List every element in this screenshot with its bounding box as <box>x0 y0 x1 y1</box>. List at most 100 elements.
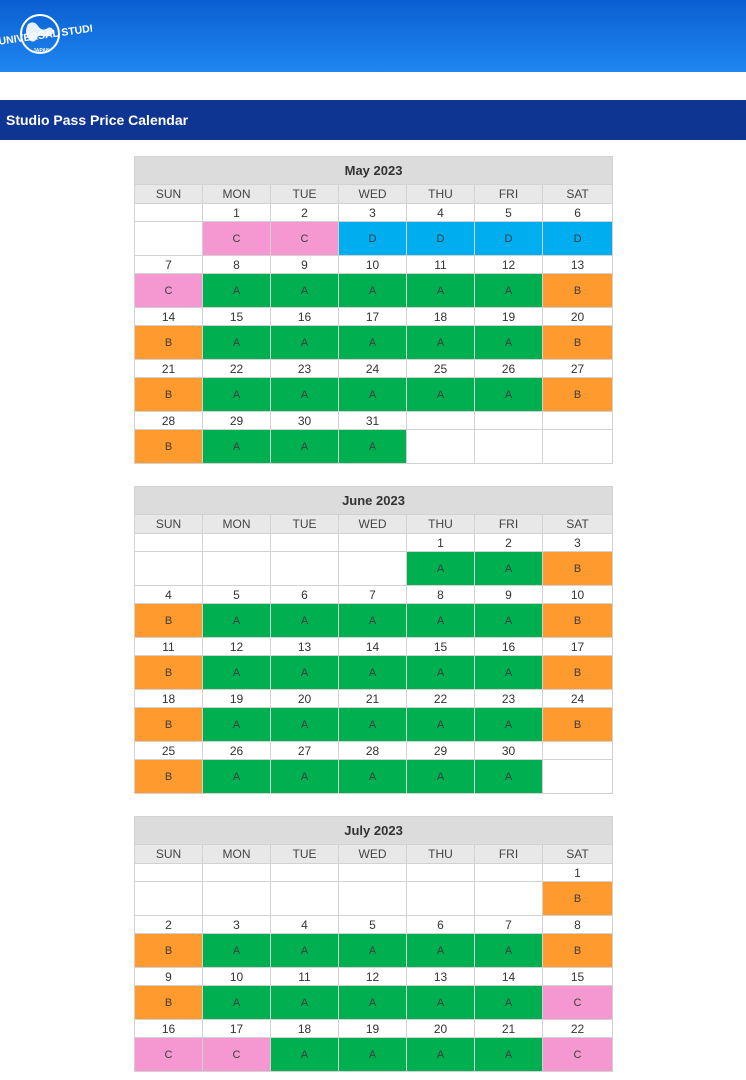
empty-price-cell <box>406 881 475 916</box>
empty-price-cell <box>134 221 203 256</box>
price-tier-cell[interactable]: A <box>270 325 339 360</box>
price-tier-cell[interactable]: A <box>406 759 475 794</box>
price-tier-cell[interactable]: A <box>474 377 543 412</box>
price-tier-cell[interactable]: A <box>406 325 475 360</box>
price-tier-cell[interactable]: A <box>270 985 339 1020</box>
day-number: 1 <box>202 203 271 222</box>
day-number: 10 <box>202 967 271 986</box>
price-tier-cell[interactable]: B <box>134 429 203 464</box>
price-tier-cell[interactable]: A <box>338 759 407 794</box>
price-tier-cell[interactable]: C <box>134 1037 203 1072</box>
price-tier-cell[interactable]: B <box>134 933 203 968</box>
price-tier-cell[interactable]: B <box>541 933 614 968</box>
price-tier-cell[interactable]: B <box>542 551 613 586</box>
price-tier-cell[interactable]: A <box>338 655 407 690</box>
price-tier-cell[interactable]: A <box>270 933 339 968</box>
price-tier-cell[interactable]: C <box>541 985 614 1020</box>
price-tier-cell[interactable]: A <box>406 603 475 638</box>
day-number: 29 <box>202 411 271 430</box>
price-tier-cell[interactable]: B <box>541 377 614 412</box>
empty-day-number <box>541 411 614 430</box>
day-number: 4 <box>134 585 203 604</box>
price-tier-cell[interactable]: A <box>474 273 543 308</box>
price-tier-cell[interactable]: A <box>202 655 271 690</box>
price-tier-cell[interactable]: A <box>406 655 475 690</box>
price-tier-cell[interactable]: C <box>202 221 271 256</box>
price-tier-cell[interactable]: A <box>202 429 271 464</box>
price-tier-cell[interactable]: B <box>134 377 203 412</box>
price-tier-cell[interactable]: A <box>202 985 271 1020</box>
price-tier-cell[interactable]: A <box>406 985 475 1020</box>
price-tier-cell[interactable]: B <box>134 759 203 794</box>
price-tier-cell[interactable]: A <box>338 325 407 360</box>
price-tier-cell[interactable]: A <box>202 603 271 638</box>
price-tier-cell[interactable]: A <box>202 933 271 968</box>
price-tier-cell[interactable]: B <box>134 707 203 742</box>
empty-price-cell <box>474 429 543 464</box>
price-tier-cell[interactable]: A <box>338 1037 407 1072</box>
weekday-header: SAT <box>541 844 614 864</box>
price-tier-cell[interactable]: A <box>270 655 339 690</box>
price-tier-cell[interactable]: A <box>474 707 543 742</box>
price-tier-cell[interactable]: C <box>270 221 339 256</box>
weekday-header: FRI <box>474 514 543 534</box>
price-tier-cell[interactable]: B <box>541 881 614 916</box>
price-tier-cell[interactable]: A <box>406 933 475 968</box>
price-tier-cell[interactable]: B <box>541 273 614 308</box>
price-tier-cell[interactable]: A <box>474 933 543 968</box>
price-tier-cell[interactable]: A <box>406 377 475 412</box>
price-tier-cell[interactable]: C <box>134 273 203 308</box>
price-tier-cell[interactable]: A <box>270 273 339 308</box>
price-tier-cell[interactable]: B <box>541 325 614 360</box>
price-tier-cell[interactable]: A <box>474 655 543 690</box>
price-tier-cell[interactable]: A <box>474 1037 543 1072</box>
price-tier-cell[interactable]: A <box>270 429 339 464</box>
price-tier-cell[interactable]: A <box>474 551 543 586</box>
price-tier-cell[interactable]: A <box>474 985 543 1020</box>
price-tier-cell[interactable]: A <box>338 377 407 412</box>
price-tier-cell[interactable]: D <box>338 221 407 256</box>
price-tier-cell[interactable]: A <box>338 933 407 968</box>
price-tier-cell[interactable]: A <box>474 603 543 638</box>
price-tier-cell[interactable]: A <box>474 325 543 360</box>
price-tier-cell[interactable]: A <box>270 759 339 794</box>
price-tier-cell[interactable]: A <box>202 759 271 794</box>
price-tier-cell[interactable]: A <box>406 273 475 308</box>
price-tier-cell[interactable]: B <box>542 707 613 742</box>
day-number: 2 <box>270 203 339 222</box>
price-tier-cell[interactable]: A <box>270 603 339 638</box>
day-number: 5 <box>338 915 407 934</box>
price-tier-cell[interactable]: C <box>541 1037 614 1072</box>
price-tier-cell[interactable]: A <box>338 603 407 638</box>
price-tier-cell[interactable]: A <box>406 707 475 742</box>
price-tier-cell[interactable]: A <box>202 707 271 742</box>
price-tier-cell[interactable]: A <box>202 377 271 412</box>
price-tier-cell[interactable]: C <box>202 1037 271 1072</box>
price-tier-cell[interactable]: A <box>406 1037 475 1072</box>
price-tier-cell[interactable]: B <box>542 655 613 690</box>
price-tier-cell[interactable]: A <box>270 1037 339 1072</box>
price-tier-cell[interactable]: A <box>474 759 543 794</box>
price-tier-cell[interactable]: D <box>541 221 614 256</box>
price-tier-cell[interactable]: A <box>202 325 271 360</box>
price-tier-cell[interactable]: B <box>134 603 203 638</box>
price-tier-cell[interactable]: A <box>406 551 475 586</box>
weekday-header: WED <box>338 844 407 864</box>
price-tier-cell[interactable]: A <box>270 377 339 412</box>
price-tier-cell[interactable]: A <box>338 707 407 742</box>
price-tier-cell[interactable]: A <box>338 985 407 1020</box>
price-tier-cell[interactable]: B <box>134 655 203 690</box>
day-number: 19 <box>202 689 271 708</box>
universal-studios-japan-logo[interactable]: UNIVERSAL STUDIOS JAPAN <box>0 12 109 60</box>
price-tier-cell[interactable]: A <box>338 429 407 464</box>
price-tier-cell[interactable]: B <box>542 603 613 638</box>
price-tier-cell[interactable]: A <box>270 707 339 742</box>
empty-day-number <box>270 863 339 882</box>
price-tier-cell[interactable]: A <box>202 273 271 308</box>
price-tier-cell[interactable]: B <box>134 985 203 1020</box>
weekday-header: SAT <box>542 514 613 534</box>
price-tier-cell[interactable]: B <box>134 325 203 360</box>
price-tier-cell[interactable]: D <box>406 221 475 256</box>
price-tier-cell[interactable]: A <box>338 273 407 308</box>
price-tier-cell[interactable]: D <box>474 221 543 256</box>
